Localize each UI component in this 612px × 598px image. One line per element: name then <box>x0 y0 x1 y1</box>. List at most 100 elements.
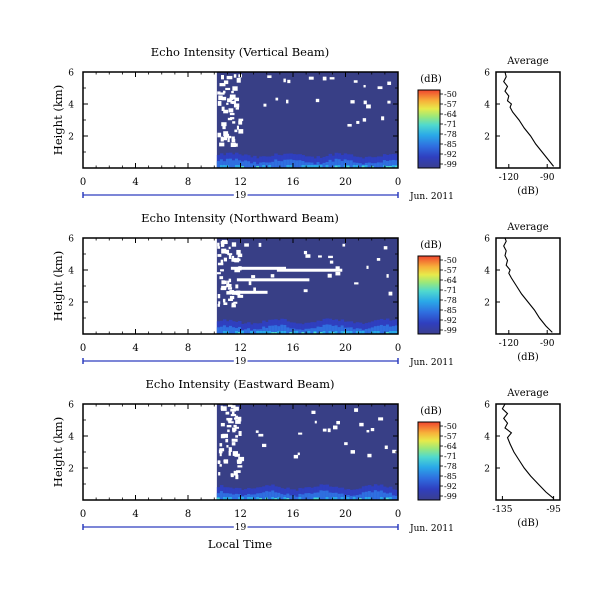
panel-2: Echo Intensity (Northward Beam)0 4 8 12 16 20… <box>51 211 561 369</box>
echo-band <box>289 489 293 500</box>
echo-band <box>262 165 266 168</box>
echo-band <box>238 497 242 500</box>
echo-band <box>340 325 345 334</box>
average-y-tick-label: 2 <box>484 465 490 475</box>
missing-data <box>263 103 267 107</box>
x-tick-label: 4 <box>132 343 138 354</box>
echo-band <box>247 161 251 168</box>
echo-band <box>379 490 384 500</box>
echo-band <box>256 493 260 500</box>
echo-band <box>325 490 330 500</box>
echo-band <box>355 156 360 168</box>
echo-band <box>231 494 236 500</box>
echo-band <box>228 158 233 168</box>
colorbar-tick-label: -78 <box>444 130 457 139</box>
echo-band <box>244 160 248 168</box>
echo-band <box>225 158 230 168</box>
missing-data <box>221 106 225 111</box>
echo-band <box>361 492 366 500</box>
echo-band <box>271 332 275 334</box>
missing-data <box>267 75 272 78</box>
y-axis-label: Height (km) <box>51 251 65 321</box>
echo-band <box>304 328 308 334</box>
missing-data <box>219 452 222 457</box>
missing-data <box>228 254 232 259</box>
echo-band <box>283 488 287 500</box>
missing-data <box>222 298 226 303</box>
missing-data <box>298 432 303 435</box>
echo-band <box>352 323 357 334</box>
echo-band <box>283 325 287 334</box>
echo-band <box>301 488 305 500</box>
echo-band <box>289 159 293 168</box>
missing-data <box>388 291 393 296</box>
missing-data <box>366 104 371 109</box>
average-y-tick-label: 4 <box>484 433 490 443</box>
missing-data <box>219 464 222 467</box>
echo-band <box>394 160 399 168</box>
x-tick-label: 0 <box>395 509 401 520</box>
missing-data <box>232 121 236 124</box>
echo-band <box>382 492 387 500</box>
missing-data <box>233 88 237 91</box>
echo-band <box>352 165 357 168</box>
missing-data <box>303 250 308 255</box>
echo-band <box>370 163 375 168</box>
missing-data <box>231 442 236 446</box>
echo-band <box>253 323 257 334</box>
echo-band <box>340 493 345 500</box>
echo-band <box>286 159 290 168</box>
echo-band <box>268 156 272 168</box>
missing-data <box>226 283 232 288</box>
echo-band <box>234 158 239 168</box>
missing-data <box>236 77 241 83</box>
missing-data <box>237 465 243 468</box>
echo-band <box>370 331 375 334</box>
x-tick-label: 8 <box>185 343 191 354</box>
missing-data <box>229 295 235 300</box>
echo-band <box>346 331 351 334</box>
echo-band <box>376 491 381 500</box>
missing-data <box>235 474 239 480</box>
echo-band <box>364 491 369 500</box>
echo-band <box>364 329 369 334</box>
echo-band <box>355 489 360 500</box>
echo-band <box>259 156 263 168</box>
echo-band <box>352 489 357 500</box>
y-tick-label: 2 <box>68 133 74 143</box>
echo-band <box>280 161 284 168</box>
missing-data <box>218 472 221 476</box>
echo-band <box>259 493 263 500</box>
missing-data <box>392 449 397 454</box>
echo-band <box>262 156 266 168</box>
echo-band <box>259 331 263 334</box>
echo-band <box>331 332 336 334</box>
echo-band <box>388 497 393 500</box>
echo-band <box>322 324 327 334</box>
y-axis-label: Height (km) <box>51 85 65 155</box>
missing-data <box>223 302 228 306</box>
missing-data <box>223 109 229 114</box>
echo-band <box>253 161 257 168</box>
echo-band <box>292 160 296 168</box>
echo-band <box>256 323 260 334</box>
heatmap-field <box>216 238 398 334</box>
echo-band <box>241 324 245 334</box>
missing-data <box>221 122 227 127</box>
x-tick-label: 0 <box>80 509 86 520</box>
y-tick-label: 6 <box>68 401 74 411</box>
echo-band <box>349 331 354 334</box>
missing-data <box>235 435 238 438</box>
x-tick-label: 4 <box>132 509 138 520</box>
echo-band <box>313 322 317 334</box>
missing-data <box>238 129 244 134</box>
echo-band <box>301 165 305 168</box>
echo-band <box>391 495 396 500</box>
echo-band <box>241 161 245 168</box>
missing-data <box>286 99 289 104</box>
echo-band <box>234 327 239 334</box>
echo-band <box>259 162 263 168</box>
missing-data <box>230 117 235 120</box>
missing-data <box>220 422 225 427</box>
missing-data <box>227 404 233 407</box>
